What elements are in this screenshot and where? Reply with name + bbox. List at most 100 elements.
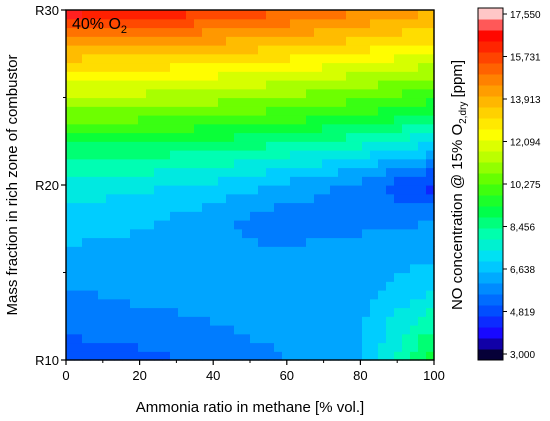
contour-cell [138,202,147,212]
contour-cell [114,193,123,204]
contour-cell [410,298,419,309]
contour-cell [346,237,355,247]
contour-cell [138,325,147,335]
colorbar-band [478,173,503,185]
contour-cell [346,115,355,125]
contour-cell [266,62,275,72]
contour-cell [234,220,243,230]
contour-cell [338,27,347,37]
contour-cell [114,351,123,361]
contour-cell [282,71,291,81]
contour-cell [138,307,147,317]
contour-cell [338,10,347,20]
contour-cell [114,71,123,81]
contour-cell [226,10,235,20]
contour-cell [186,272,195,282]
contour-cell [106,237,115,247]
contour-cell [250,123,259,134]
contour-cell [370,211,379,221]
contour-cell [218,27,227,37]
contour-cell [74,158,83,169]
contour-cell [266,281,275,291]
contour-cell [202,115,211,125]
contour-cell [346,325,355,335]
contour-cell [66,62,75,72]
contour-cell [378,53,387,64]
contour-cell [154,106,163,116]
contour-cell [98,220,107,230]
contour-cell [418,202,427,212]
contour-cell [242,132,251,142]
contour-cell [258,71,267,81]
contour-cell [370,333,379,344]
contour-cell [74,18,83,29]
contour-cell [306,53,315,64]
contour-cell [338,298,347,309]
contour-cell [258,45,267,55]
contour-cell [138,333,147,344]
contour-cell [226,71,235,81]
contour-cell [170,141,179,151]
contour-cell [322,18,331,29]
contour-cell [250,246,259,256]
colorbar-band [478,305,503,317]
contour-cell [122,88,131,99]
contour-cell [202,27,211,37]
contour-cell [234,71,243,81]
contour-cell [234,193,243,204]
contour-plot [66,10,435,361]
contour-cell [346,290,355,300]
contour-cell [98,246,107,256]
contour-cell [378,62,387,72]
contour-cell [138,106,147,116]
contour-cell [146,281,155,291]
contour-cell [90,106,99,116]
contour-cell [74,255,83,265]
contour-cell [90,88,99,99]
contour-cell [130,167,139,177]
colorbar-tick-label: 8,456 [510,223,535,234]
contour-cell [282,185,291,195]
contour-cell [362,342,371,352]
contour-cell [338,53,347,64]
contour-cell [202,80,211,90]
contour-cell [354,106,363,116]
contour-cell [298,53,307,64]
contour-cell [202,123,211,134]
contour-cell [170,246,179,256]
contour-cell [290,62,299,72]
contour-cell [266,123,275,134]
contour-cell [418,53,427,64]
contour-cell [202,333,211,344]
contour-cell [330,237,339,247]
contour-cell [130,45,139,55]
contour-cell [122,97,131,107]
colorbar-band [478,283,503,295]
contour-cell [290,141,299,151]
contour-cell [322,220,331,230]
contour-cell [298,263,307,274]
contour-cell [410,255,419,265]
contour-cell [290,211,299,221]
contour-cell [90,45,99,55]
contour-cell [170,18,179,29]
contour-cell [346,71,355,81]
contour-cell [330,141,339,151]
contour-cell [186,53,195,64]
contour-cell [410,220,419,230]
contour-cell [154,88,163,99]
contour-cell [114,150,123,160]
contour-cell [258,115,267,125]
contour-cell [154,71,163,81]
contour-cell [346,10,355,20]
contour-cell [186,228,195,239]
contour-cell [322,255,331,265]
contour-cell [170,115,179,125]
contour-cell [354,298,363,309]
contour-cell [346,351,355,361]
contour-cell [338,88,347,99]
contour-cell [178,115,187,125]
contour-cell [282,307,291,317]
contour-cell [226,237,235,247]
contour-cell [170,237,179,247]
